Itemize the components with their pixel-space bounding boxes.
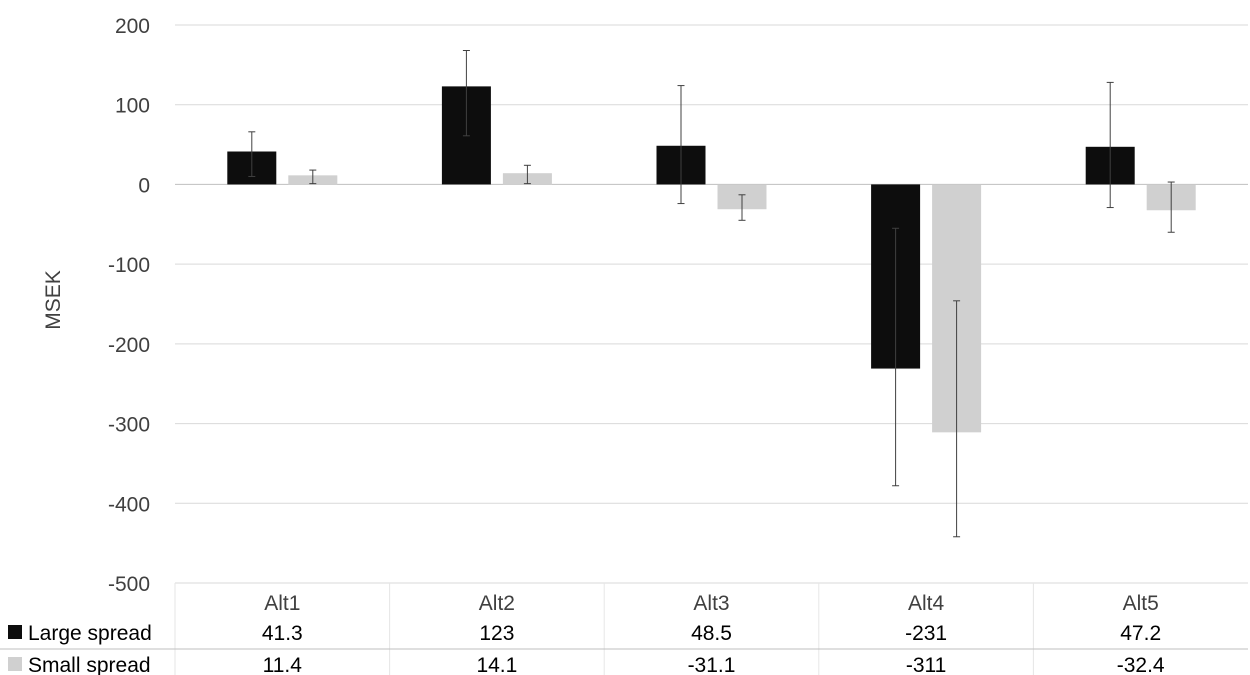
error-bars — [248, 50, 1175, 538]
error-bar — [953, 300, 961, 538]
x-category-label: Alt5 — [1123, 592, 1159, 615]
legend-swatch-large — [8, 625, 22, 639]
error-bar — [892, 227, 900, 487]
bars — [227, 86, 1196, 433]
data-table-cell: -231 — [905, 622, 947, 645]
y-axis-label: MSEK — [42, 270, 65, 330]
gridlines — [175, 24, 1248, 584]
error-bar — [1167, 181, 1175, 233]
x-category-label: Alt4 — [908, 592, 945, 615]
data-table: Alt1 Alt2 Alt3 Alt4 Alt5 Large spread 41.3 123 4… — [0, 582, 1248, 675]
y-tick-label: 100 — [115, 95, 150, 118]
error-bar — [1106, 81, 1114, 209]
y-tick-label: -400 — [108, 493, 150, 516]
y-tick-label: 0 — [138, 174, 150, 197]
error-bar — [738, 194, 746, 221]
y-tick-label: -300 — [108, 414, 150, 437]
data-table-cell: 41.3 — [262, 622, 303, 645]
y-tick-label: -200 — [108, 334, 150, 357]
x-category-label: Alt2 — [479, 592, 515, 615]
x-category-label: Alt3 — [693, 592, 729, 615]
legend-label: Large spread — [28, 622, 152, 645]
data-table-cell: -32.4 — [1117, 654, 1165, 675]
legend-swatch-small — [8, 657, 22, 671]
data-table-cell: 123 — [479, 622, 514, 645]
error-bar — [309, 169, 317, 185]
y-axis-ticks: 200 100 0 -100 -200 -300 -400 -500 — [108, 15, 150, 596]
y-tick-label: -500 — [108, 573, 150, 596]
legend-label: Small spread — [28, 654, 151, 675]
y-tick-label: 200 — [115, 15, 150, 38]
y-tick-label: -100 — [108, 254, 150, 277]
data-table-cell: 14.1 — [476, 654, 517, 675]
data-table-cell: 47.2 — [1120, 622, 1161, 645]
error-bar — [462, 50, 470, 137]
data-table-cell: 11.4 — [263, 654, 303, 675]
data-table-cell: -31.1 — [688, 654, 736, 675]
error-bar — [677, 85, 685, 205]
error-bar — [248, 131, 256, 177]
x-category-label: Alt1 — [264, 592, 300, 615]
data-table-cell: 48.5 — [691, 622, 732, 645]
error-bar — [523, 164, 531, 185]
data-table-cell: -311 — [906, 654, 946, 675]
